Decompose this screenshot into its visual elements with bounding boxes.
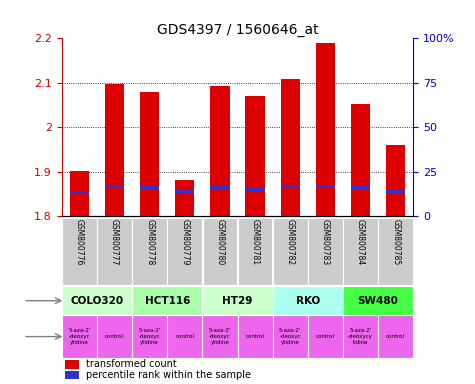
Text: GSM800785: GSM800785: [391, 219, 400, 265]
Bar: [97, 217, 132, 285]
Bar: [132, 286, 202, 315]
Bar: [308, 315, 343, 358]
Bar: [343, 217, 378, 285]
Bar: [202, 286, 273, 315]
Bar: [65, 371, 79, 379]
Bar: [105, 185, 124, 187]
Bar: [202, 217, 238, 285]
Bar: [97, 315, 132, 358]
Bar: [378, 315, 413, 358]
Bar: [238, 315, 273, 358]
Text: 5-aza-2'
-deoxyc
ytidine: 5-aza-2' -deoxyc ytidine: [68, 328, 91, 345]
Bar: [210, 186, 229, 189]
Bar: [316, 185, 335, 187]
Bar: [246, 96, 265, 216]
Text: RKO: RKO: [295, 296, 320, 306]
Text: percentile rank within the sample: percentile rank within the sample: [86, 370, 251, 380]
Text: control: control: [386, 334, 405, 339]
Bar: [140, 92, 159, 216]
Bar: [62, 315, 97, 358]
Bar: [386, 145, 405, 216]
Title: GDS4397 / 1560646_at: GDS4397 / 1560646_at: [157, 23, 318, 37]
Text: GSM800780: GSM800780: [216, 219, 224, 265]
Bar: [210, 86, 229, 216]
Bar: [105, 84, 124, 216]
Text: GSM800783: GSM800783: [321, 219, 330, 265]
Bar: [273, 315, 308, 358]
Bar: [132, 315, 167, 358]
Bar: [175, 190, 194, 192]
Text: control: control: [316, 334, 335, 339]
Text: control: control: [105, 334, 124, 339]
Text: HT29: HT29: [222, 296, 253, 306]
Text: GSM800779: GSM800779: [180, 219, 189, 265]
Bar: [316, 43, 335, 216]
Bar: [167, 315, 202, 358]
Text: GSM800782: GSM800782: [286, 219, 294, 265]
Bar: [378, 217, 413, 285]
Text: GSM800777: GSM800777: [110, 219, 119, 265]
Text: COLO320: COLO320: [70, 296, 124, 306]
Bar: [351, 186, 370, 189]
Text: GSM800778: GSM800778: [145, 219, 154, 265]
Text: 5-aza-2'
-deoxyc
ytidine: 5-aza-2' -deoxyc ytidine: [279, 328, 302, 345]
Bar: [132, 217, 167, 285]
Bar: [281, 185, 300, 187]
Text: HCT116: HCT116: [144, 296, 190, 306]
Text: 5-aza-2'
-deoxyc
ytidine: 5-aza-2' -deoxyc ytidine: [209, 328, 231, 345]
Bar: [386, 190, 405, 192]
Bar: [140, 186, 159, 189]
Bar: [167, 217, 202, 285]
Bar: [343, 286, 413, 315]
Bar: [62, 217, 97, 285]
Text: 5-aza-2'
-deoxyc
ytidine: 5-aza-2' -deoxyc ytidine: [138, 328, 161, 345]
Bar: [308, 217, 343, 285]
Text: GSM800781: GSM800781: [251, 219, 259, 265]
Bar: [65, 360, 79, 369]
Text: control: control: [246, 334, 265, 339]
Bar: [202, 315, 238, 358]
Bar: [351, 104, 370, 216]
Bar: [62, 286, 132, 315]
Bar: [281, 79, 300, 216]
Bar: [246, 188, 265, 191]
Bar: [70, 171, 89, 216]
Bar: [273, 217, 308, 285]
Bar: [343, 315, 378, 358]
Text: transformed count: transformed count: [86, 359, 177, 369]
Text: control: control: [175, 334, 194, 339]
Text: SW480: SW480: [358, 296, 399, 306]
Bar: [70, 192, 89, 194]
Bar: [273, 286, 343, 315]
Bar: [238, 217, 273, 285]
Text: GSM800776: GSM800776: [75, 219, 84, 265]
Text: 5-aza-2'
-deoxycy
tidine: 5-aza-2' -deoxycy tidine: [348, 328, 373, 345]
Text: GSM800784: GSM800784: [356, 219, 365, 265]
Bar: [175, 180, 194, 216]
